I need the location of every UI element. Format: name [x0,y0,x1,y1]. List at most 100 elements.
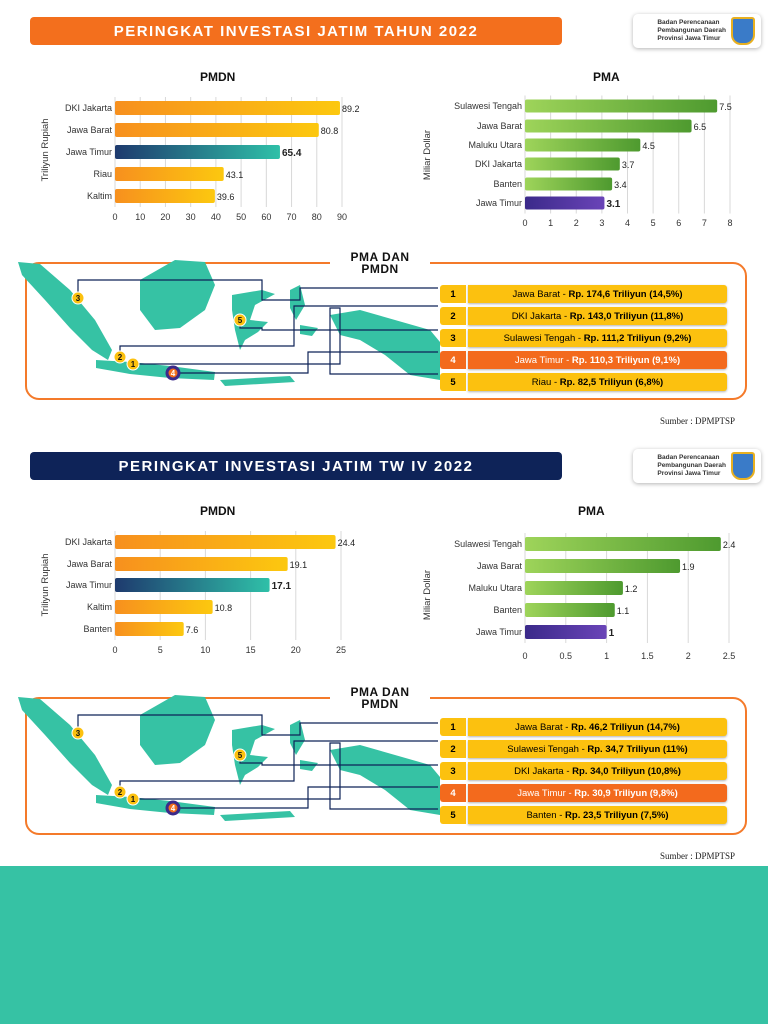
data-label: 19.1 [290,560,308,570]
rank-province: Jawa Timur - [514,354,572,366]
map-marker: 2 [113,350,127,364]
x-tick-label: 20 [291,645,301,655]
data-label: 1.9 [682,562,695,572]
data-label: 89.2 [342,104,360,114]
bar [115,557,288,571]
x-tick-label: 2.5 [723,651,736,661]
x-tick-label: 70 [287,212,297,222]
category-label: Jawa Timur [66,580,112,590]
rank-number: 3 [440,762,466,780]
rank-value: Rp. 34,0 Triliyun (10,8%) [572,765,681,777]
sumatra-island [18,697,112,795]
category-label: Banten [83,624,112,634]
rank-text: DKI Jakarta - Rp. 34,0 Triliyun (10,8%) [468,762,727,780]
kalimantan-island [140,260,215,330]
logo-text: Badan Perencanaan Pembangunan Daerah Provi… [657,454,726,478]
marker-label: 1 [131,360,136,369]
map-title-line: PMA DAN [350,685,410,699]
source-note: Sumber : DPMPTSP [660,416,736,426]
rank-row: 2 DKI Jakarta - Rp. 143,0 Triliyun (11,8%… [440,307,727,325]
java-island [96,795,215,815]
rank-text: Jawa Timur - Rp. 30,9 Triliyun (9,8%) [468,784,727,802]
rank-province: Riau - [531,376,560,388]
data-label: 3.1 [606,199,620,210]
rank-number: 2 [440,740,466,758]
category-label: Banten [493,605,522,615]
rank-row: 3 Sulawesi Tengah - Rp. 111,2 Triliyun (9… [440,329,727,347]
nusa-tenggara-islands [220,376,295,386]
x-tick-label: 20 [160,212,170,222]
rank-value: Rp. 82,5 Triliyun (6,8%) [559,376,664,388]
data-label: 1 [609,628,615,639]
marker-label: 5 [238,316,243,325]
category-label: Kaltim [87,602,112,612]
marker-label: 3 [76,729,81,738]
x-tick-label: 0 [112,645,117,655]
bar [525,157,620,171]
bar [115,600,213,614]
category-label: Banten [493,179,522,189]
x-tick-label: 3 [599,218,604,228]
data-label: 65.4 [282,148,302,159]
connector-line [133,307,438,375]
connector-line [119,740,438,792]
connector-line [77,279,438,301]
connector-line [77,714,438,736]
map-title-line: PMA DAN [350,250,410,264]
x-tick-label: 40 [211,212,221,222]
data-label: 3.7 [622,160,635,170]
bar [115,167,224,181]
bar [115,622,184,636]
bar [525,99,718,113]
rank-text: DKI Jakarta - Rp. 143,0 Triliyun (11,8%) [468,307,727,325]
category-label: Jawa Barat [477,561,523,571]
data-label: 4.5 [642,141,655,151]
rank-number: 4 [440,784,466,802]
bar [525,559,681,573]
bar [115,578,270,592]
bar [525,119,692,133]
rank-number: 5 [440,373,466,391]
rank-number: 3 [440,329,466,347]
data-label: 10.8 [215,603,233,613]
x-tick-label: 2 [686,651,691,661]
java-island [96,360,215,380]
map-marker: 3 [71,291,85,305]
x-tick-label: 1 [548,218,553,228]
map-marker: 4 [165,800,181,816]
category-label: Sulawesi Tengah [454,101,522,111]
x-tick-label: 60 [261,212,271,222]
rank-row: 2 Sulawesi Tengah - Rp. 34,7 Triliyun (11… [440,740,727,758]
rank-value: Rp. 46,2 Triliyun (14,7%) [571,721,680,733]
x-tick-label: 0 [522,651,527,661]
rank-text: Banten - Rp. 23,5 Triliyun (7,5%) [468,806,727,824]
marker-label: 4 [171,804,176,813]
map-marker: 2 [113,785,127,799]
x-tick-label: 1 [604,651,609,661]
category-label: Maluku Utara [468,583,522,593]
category-label: Jawa Timur [476,198,522,208]
rank-value: Rp. 23,5 Triliyun (7,5%) [565,809,669,821]
map-marker: 1 [126,792,140,806]
chart-title: PMA [578,504,605,518]
rank-row: 1 Jawa Barat - Rp. 174,6 Triliyun (14,5%) [440,285,727,303]
rank-value: Rp. 143,0 Triliyun (11,8%) [569,310,684,322]
chart-title: PMDN [200,504,236,518]
data-label: 1.2 [625,584,638,594]
papua-island [330,310,440,380]
marker-label: 1 [131,795,136,804]
map-title: PMA DAN PMDN [330,251,430,275]
data-label: 6.5 [694,122,707,132]
east-java-emblem-icon [731,452,755,480]
y-axis-label: Miliar Dollar [422,570,433,620]
category-label: Jawa Barat [67,125,113,135]
x-tick-label: 7 [702,218,707,228]
bar [525,603,615,617]
rank-row: 4 Jawa Timur - Rp. 110,3 Triliyun (9,1%) [440,351,727,369]
sumatra-island [18,262,112,360]
y-axis-label: Triliyun Rupiah [40,118,51,181]
y-axis-label: Miliar Dollar [422,130,433,180]
category-label: DKI Jakarta [65,537,112,547]
rank-value: Rp. 111,2 Triliyun (9,2%) [583,332,692,344]
data-label: 1.1 [617,606,630,616]
